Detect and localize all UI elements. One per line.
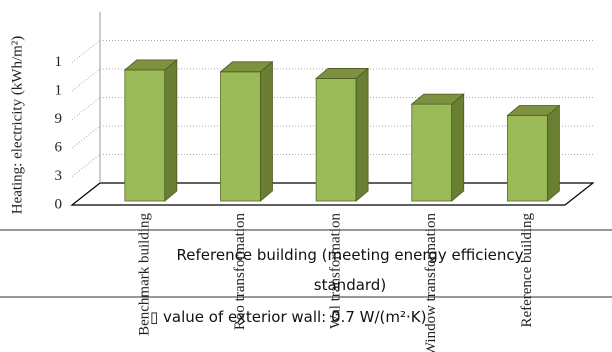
y-tick-label: 3 [55, 168, 63, 184]
bar-top [506, 105, 561, 116]
bar-top [410, 93, 465, 105]
y-tick-label: 0 [55, 196, 63, 212]
annotation: ▯ value of exterior wall: 0.7 W/(m²·K) [150, 308, 427, 326]
bar-front [506, 115, 548, 202]
bar [410, 93, 465, 202]
bar-top [123, 59, 178, 71]
bar-side [164, 59, 178, 202]
y-tick-label: 1 [55, 54, 63, 70]
bar-front [411, 103, 453, 202]
bar [219, 60, 274, 202]
x-tick-label: Reference building [519, 213, 535, 328]
annotation: Reference building (meeting energy effic… [176, 246, 524, 294]
grid-line [71, 40, 101, 63]
bar-top [315, 68, 370, 79]
grid-line [71, 125, 101, 149]
y-tick-label: 1 [55, 82, 63, 98]
grid-line [71, 97, 101, 120]
bar-front [124, 69, 166, 202]
bar [315, 67, 370, 202]
bar-side [451, 93, 465, 202]
bar-top [219, 61, 274, 73]
bar-front [315, 78, 357, 202]
bar-side [355, 67, 369, 202]
y-axis-label: Heating: electricity (kWh/m²) [9, 36, 25, 215]
x-tick-label: Roo transformation [232, 213, 248, 331]
x-tick-label: Window transformation [423, 213, 439, 352]
x-tick-label: Benchmark building [136, 213, 152, 336]
y-tick-label: 9 [55, 111, 63, 127]
bar [506, 104, 561, 202]
bar-front [220, 71, 261, 202]
bar-side [546, 104, 560, 202]
y-tick-label: 6 [55, 139, 63, 155]
x-tick-label: Wal transformation [328, 213, 344, 329]
grid-line [71, 68, 101, 92]
bar [123, 59, 178, 202]
bar-side [260, 60, 273, 202]
grid-line [71, 154, 101, 177]
